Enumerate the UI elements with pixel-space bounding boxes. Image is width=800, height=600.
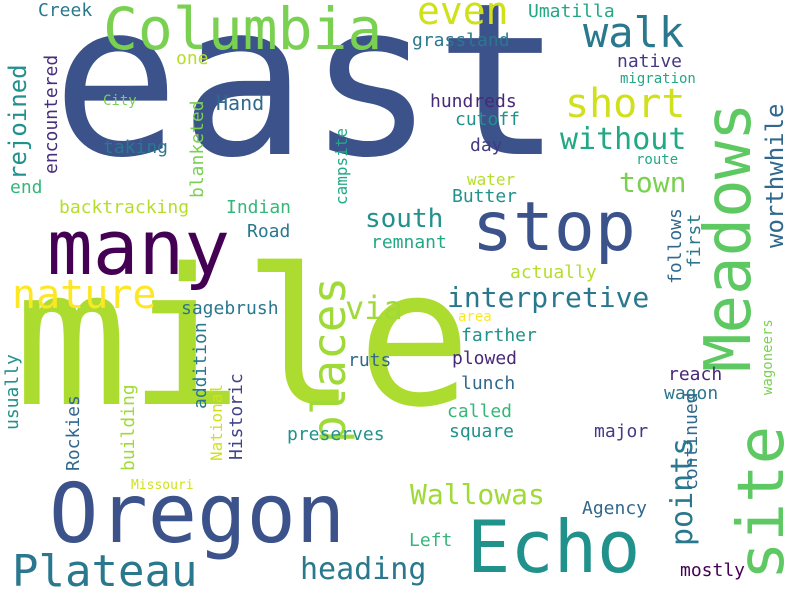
word: cutoff	[455, 109, 521, 130]
word: mostly	[680, 560, 746, 581]
word: Agency	[582, 498, 648, 519]
word: remnant	[371, 232, 447, 253]
word: grassland	[412, 30, 510, 51]
word: water	[467, 170, 516, 189]
word: area	[458, 309, 492, 325]
word: lunch	[461, 373, 516, 394]
word: City	[103, 93, 137, 109]
word: worthwhile	[761, 103, 789, 249]
word: Creek	[38, 0, 93, 21]
word: sagebrush	[181, 298, 279, 319]
word: Plateau	[12, 546, 198, 597]
word: Historic	[226, 373, 247, 460]
word: farther	[461, 325, 537, 346]
word: via	[345, 289, 403, 327]
word: follows	[665, 208, 686, 284]
word: one	[176, 48, 209, 69]
word: building	[118, 384, 139, 471]
word: interpretive	[447, 281, 650, 314]
word: backtracking	[59, 197, 190, 218]
word: Indian	[226, 197, 292, 218]
word: site	[725, 425, 799, 580]
word: National	[207, 383, 226, 461]
word: Missouri	[131, 478, 194, 493]
word: wagoneers	[760, 319, 776, 395]
word: nature	[12, 272, 157, 318]
word: Meadows	[692, 102, 766, 372]
word: stop	[472, 188, 636, 267]
word: walk	[583, 8, 685, 57]
word: Echo	[467, 505, 641, 589]
word: usually	[2, 354, 23, 430]
word: campsite	[332, 127, 351, 205]
word: south	[365, 204, 444, 234]
word: short	[565, 81, 686, 127]
word: square	[449, 421, 515, 442]
word: major	[594, 421, 649, 442]
word: Wallowas	[410, 478, 545, 511]
word: end	[10, 177, 43, 198]
word: route	[636, 152, 679, 168]
word: encountered	[41, 54, 62, 174]
word: Left	[409, 530, 453, 551]
word: actually	[510, 262, 597, 283]
word: day	[470, 135, 503, 156]
word: Umatilla	[528, 1, 615, 22]
word: town	[619, 166, 687, 199]
word: plowed	[452, 348, 518, 369]
word: called	[447, 401, 513, 422]
word: heading	[300, 552, 427, 587]
word: Rockies	[63, 395, 84, 471]
word: reach	[668, 364, 723, 385]
word: hundreds	[430, 91, 517, 112]
word: without	[560, 122, 687, 157]
word: wagon	[664, 383, 719, 404]
word: Road	[247, 221, 291, 242]
word: even	[417, 0, 509, 33]
word: migration	[620, 71, 696, 87]
word: ruts	[348, 350, 392, 371]
word: Oregon	[49, 467, 346, 562]
word: native	[617, 51, 683, 72]
word: Hand	[216, 91, 265, 115]
word: many	[47, 203, 231, 292]
word: blanketed	[187, 100, 208, 198]
word: Columbia	[103, 0, 383, 63]
word: continued	[681, 392, 702, 490]
word: preserves	[287, 424, 385, 445]
word: Butter	[452, 186, 518, 207]
word: rejoined	[4, 64, 32, 180]
word: taking	[103, 137, 169, 158]
word: first	[684, 213, 705, 268]
word: east	[52, 0, 563, 204]
word: mile	[14, 228, 472, 449]
